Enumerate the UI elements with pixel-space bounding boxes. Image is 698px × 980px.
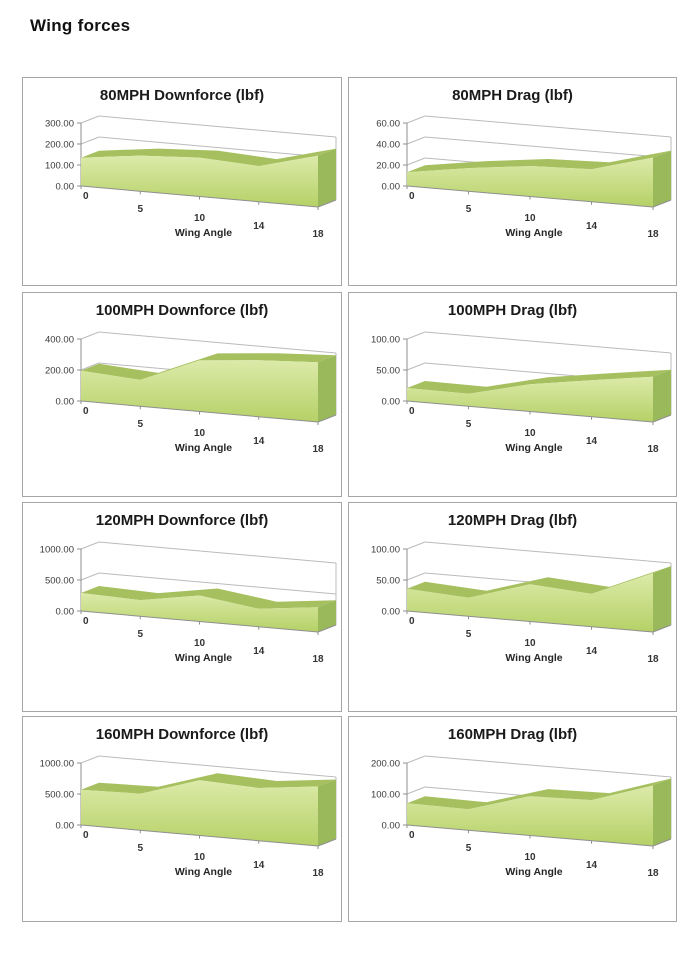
chart-canvas: 0.00 200.00 400.00 0 5 10 14 18 Wing Angle	[45, 331, 337, 455]
svg-text:10: 10	[524, 428, 536, 439]
svg-text:500.00: 500.00	[45, 576, 74, 587]
svg-text:Wing Angle: Wing Angle	[505, 866, 562, 878]
chart-160mph-drag[interactable]: 160MPH Drag (lbf) 0.00 100.00 200.00 0 5 10 14…	[348, 716, 677, 922]
svg-text:Wing Angle: Wing Angle	[505, 227, 562, 239]
svg-text:500.00: 500.00	[45, 790, 74, 801]
svg-text:14: 14	[253, 646, 265, 657]
svg-text:60.00: 60.00	[376, 119, 400, 130]
svg-text:14: 14	[253, 221, 265, 232]
svg-text:18: 18	[312, 229, 324, 240]
svg-text:18: 18	[312, 654, 324, 665]
page-title: Wing forces	[30, 16, 131, 35]
chart-canvas: 0.00 50.00 100.00 0 5 10 14 18 Wing Angle	[371, 331, 672, 455]
svg-text:5: 5	[137, 419, 143, 430]
chart-100mph-downforce[interactable]: 100MPH Downforce (lbf) 0.00 200.00 400.00 0…	[22, 292, 342, 497]
chart-160mph-downforce[interactable]: 160MPH Downforce (lbf) 0.00 500.00 1000.00…	[22, 716, 342, 922]
svg-text:20.00: 20.00	[376, 161, 400, 172]
chart-title: 100MPH Downforce (lbf)	[95, 302, 269, 319]
svg-text:300.00: 300.00	[45, 119, 74, 130]
svg-text:100.00: 100.00	[371, 790, 400, 801]
svg-text:Wing Angle: Wing Angle	[175, 227, 232, 239]
svg-text:18: 18	[647, 654, 659, 665]
svg-text:18: 18	[647, 444, 659, 455]
chart-title: 160MPH Drag (lbf)	[447, 726, 578, 743]
chart-title: 80MPH Drag (lbf)	[452, 87, 573, 104]
chart-canvas: 0.00 100.00 200.00 300.00 0 5 10 14 18 Wing Angle	[45, 115, 337, 240]
svg-text:0: 0	[409, 191, 415, 202]
svg-text:1000.00: 1000.00	[40, 759, 74, 770]
svg-text:400.00: 400.00	[45, 335, 74, 346]
svg-text:5: 5	[137, 843, 143, 854]
svg-text:0.00: 0.00	[56, 397, 75, 408]
svg-text:18: 18	[312, 444, 324, 455]
svg-text:100.00: 100.00	[371, 335, 400, 346]
svg-text:0.00: 0.00	[382, 397, 401, 408]
svg-text:5: 5	[466, 629, 472, 640]
svg-text:14: 14	[586, 221, 598, 232]
svg-text:10: 10	[524, 213, 536, 224]
svg-text:5: 5	[466, 419, 472, 430]
chart-title: 120MPH Drag (lbf)	[447, 512, 578, 529]
svg-text:1000.00: 1000.00	[40, 545, 74, 556]
svg-text:Wing Angle: Wing Angle	[505, 652, 562, 664]
chart-title: 100MPH Drag (lbf)	[447, 302, 578, 319]
chart-80mph-downforce[interactable]: 80MPH Downforce (lbf) 0.00 100.00 200.00 30…	[22, 77, 342, 286]
svg-text:0: 0	[409, 830, 415, 841]
svg-text:Wing Angle: Wing Angle	[175, 866, 232, 878]
svg-text:10: 10	[194, 852, 206, 863]
svg-text:50.00: 50.00	[376, 576, 400, 587]
svg-text:200.00: 200.00	[45, 366, 74, 377]
svg-text:Wing Angle: Wing Angle	[175, 442, 232, 454]
chart-title: 120MPH Downforce (lbf)	[95, 512, 269, 529]
svg-text:10: 10	[194, 428, 206, 439]
svg-text:10: 10	[194, 638, 206, 649]
svg-text:14: 14	[586, 860, 598, 871]
svg-text:5: 5	[137, 629, 143, 640]
svg-text:5: 5	[466, 204, 472, 215]
svg-text:0.00: 0.00	[56, 607, 75, 618]
svg-text:18: 18	[647, 868, 659, 879]
chart-title: 80MPH Downforce (lbf)	[99, 87, 265, 104]
svg-text:0.00: 0.00	[382, 821, 401, 832]
svg-text:0.00: 0.00	[382, 182, 401, 193]
svg-text:40.00: 40.00	[376, 140, 400, 151]
chart-120mph-downforce[interactable]: 120MPH Downforce (lbf) 0.00 500.00 1000.00…	[22, 502, 342, 712]
svg-text:0.00: 0.00	[56, 821, 75, 832]
svg-text:0: 0	[409, 616, 415, 627]
svg-text:200.00: 200.00	[45, 140, 74, 151]
chart-80mph-drag[interactable]: 80MPH Drag (lbf) 0.00 20.00 40.00 60.00 0 5 10…	[348, 77, 677, 286]
svg-text:50.00: 50.00	[376, 366, 400, 377]
chart-title: 160MPH Downforce (lbf)	[95, 726, 269, 743]
svg-text:100.00: 100.00	[371, 545, 400, 556]
svg-text:18: 18	[312, 868, 324, 879]
svg-text:5: 5	[466, 843, 472, 854]
svg-text:14: 14	[253, 860, 265, 871]
svg-text:Wing Angle: Wing Angle	[175, 652, 232, 664]
chart-canvas: 0.00 500.00 1000.00 0 5 10 14 18 Wing Angle	[40, 755, 337, 879]
svg-text:Wing Angle: Wing Angle	[505, 442, 562, 454]
svg-text:100.00: 100.00	[45, 161, 74, 172]
chart-canvas: 0.00 500.00 1000.00 0 5 10 14 18 Wing Angle	[40, 541, 337, 665]
chart-120mph-drag[interactable]: 120MPH Drag (lbf) 0.00 50.00 100.00 0 5 10 14 1…	[348, 502, 677, 712]
svg-text:5: 5	[137, 204, 143, 215]
chart-canvas: 0.00 20.00 40.00 60.00 0 5 10 14 18 Wing Angle	[376, 115, 672, 240]
chart-canvas: 0.00 50.00 100.00 0 5 10 14 18 Wing Angle	[371, 541, 672, 665]
svg-text:10: 10	[524, 638, 536, 649]
svg-text:0: 0	[83, 616, 89, 627]
svg-text:10: 10	[524, 852, 536, 863]
chart-canvas: 0.00 100.00 200.00 0 5 10 14 18 Wing Angle	[371, 755, 672, 879]
svg-text:0.00: 0.00	[56, 182, 75, 193]
svg-text:14: 14	[586, 646, 598, 657]
svg-text:0: 0	[83, 830, 89, 841]
svg-text:14: 14	[586, 436, 598, 447]
svg-text:0: 0	[83, 191, 89, 202]
chart-100mph-drag[interactable]: 100MPH Drag (lbf) 0.00 50.00 100.00 0 5 10 14 1…	[348, 292, 677, 497]
svg-text:10: 10	[194, 213, 206, 224]
svg-text:14: 14	[253, 436, 265, 447]
svg-text:18: 18	[647, 229, 659, 240]
svg-text:200.00: 200.00	[371, 759, 400, 770]
svg-text:0.00: 0.00	[382, 607, 401, 618]
svg-text:0: 0	[83, 406, 89, 417]
svg-text:0: 0	[409, 406, 415, 417]
